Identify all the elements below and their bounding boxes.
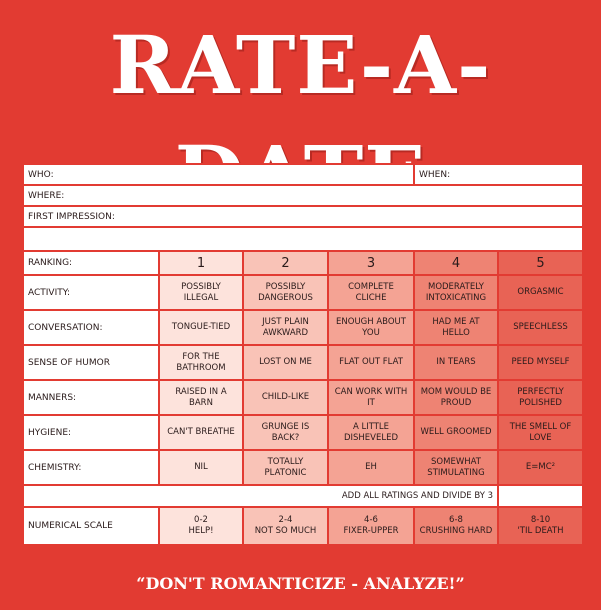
rating-option[interactable]: MOM WOULD BE PROUD [413, 379, 499, 416]
category-row-chemistry: CHEMISTRY: NIL TOTALLY PLATONIC EH SOMEW… [22, 449, 584, 486]
first-impression-notes[interactable] [22, 226, 584, 252]
rating-option[interactable]: JUST PLAIN AWKWARD [242, 309, 329, 346]
category-label: HYGIENE: [22, 414, 160, 451]
rating-option[interactable]: TOTALLY PLATONIC [242, 449, 329, 486]
rating-option[interactable]: SOMEWHAT STIMULATING [413, 449, 499, 486]
rating-option[interactable]: ENOUGH ABOUT YOU [327, 309, 415, 346]
rating-option[interactable]: COMPLETE CLICHE [327, 274, 415, 311]
ranking-header-row: RANKING: 1 2 3 4 5 [22, 250, 584, 276]
rating-option[interactable]: THE SMELL OF LOVE [497, 414, 584, 451]
scale-desc: NOT SO MUCH [254, 526, 317, 536]
rating-option[interactable]: WELL GROOMED [413, 414, 499, 451]
who-row: WHO: WHEN: [22, 163, 584, 186]
category-label: ACTIVITY: [22, 274, 160, 311]
rating-option[interactable]: GRUNGE IS BACK? [242, 414, 329, 451]
where-label: WHERE: [28, 190, 65, 201]
category-row-activity: ACTIVITY: POSSIBLY ILLEGAL POSSIBLY DANG… [22, 274, 584, 311]
scale-range: 8-10 [530, 515, 551, 525]
add-instructions: ADD ALL RATINGS AND DIVIDE BY 3 [22, 484, 499, 508]
category-row-hygiene: HYGIENE: CAN'T BREATHE GRUNGE IS BACK? A… [22, 414, 584, 451]
who-field[interactable]: WHO: [22, 163, 415, 186]
rank-2: 2 [242, 250, 329, 276]
blank-row [22, 226, 584, 252]
scale-desc: 'TIL DEATH [517, 526, 564, 536]
first-impression-field[interactable]: FIRST IMPRESSION: [22, 205, 584, 228]
rating-card: WHO: WHEN: WHERE: FIRST IMPRESSION: RANK… [22, 163, 584, 546]
where-row: WHERE: [22, 184, 584, 207]
rating-option[interactable]: E=MC² [497, 449, 584, 486]
scale-item: 4-6 FIXER-UPPER [327, 506, 415, 546]
category-label: CHEMISTRY: [22, 449, 160, 486]
category-row-manners: MANNERS: RAISED IN A BARN CHILD-LIKE CAN… [22, 379, 584, 416]
rating-option[interactable]: ORGASMIC [497, 274, 584, 311]
scale-range: 6-8 [449, 515, 463, 525]
rating-option[interactable]: A LITTLE DISHEVELED [327, 414, 415, 451]
rating-option[interactable]: MODERATELY INTOXICATING [413, 274, 499, 311]
rating-option[interactable]: PERFECTLY POLISHED [497, 379, 584, 416]
rating-option[interactable]: CHILD-LIKE [242, 379, 329, 416]
who-label: WHO: [28, 169, 54, 180]
when-label: WHEN: [419, 169, 451, 180]
rating-option[interactable]: EH [327, 449, 415, 486]
category-row-conversation: CONVERSATION: TONGUE-TIED JUST PLAIN AWK… [22, 309, 584, 346]
rating-option[interactable]: PEED MYSELF [497, 344, 584, 381]
rating-option[interactable]: POSSIBLY ILLEGAL [158, 274, 244, 311]
scale-item: 8-10 'TIL DEATH [497, 506, 584, 546]
rating-option[interactable]: SPEECHLESS [497, 309, 584, 346]
rank-4: 4 [413, 250, 499, 276]
category-label: SENSE OF HUMOR [22, 344, 160, 381]
scale-desc: CRUSHING HARD [419, 526, 493, 536]
total-row: ADD ALL RATINGS AND DIVIDE BY 3 [22, 484, 584, 508]
scale-desc: FIXER-UPPER [343, 526, 399, 536]
rating-option[interactable]: FOR THE BATHROOM [158, 344, 244, 381]
scale-item: 2-4 NOT SO MUCH [242, 506, 329, 546]
scale-item: 0-2 HELP! [158, 506, 244, 546]
first-impression-label: FIRST IMPRESSION: [28, 211, 115, 222]
rating-option[interactable]: POSSIBLY DANGEROUS [242, 274, 329, 311]
rating-option[interactable]: HAD ME AT HELLO [413, 309, 499, 346]
footer-slogan: “DON'T ROMANTICIZE - ANALYZE!” [136, 574, 465, 593]
scale-desc: HELP! [188, 526, 214, 536]
numerical-scale-row: NUMERICAL SCALE 0-2 HELP! 2-4 NOT SO MUCH … [22, 506, 584, 546]
rank-3: 3 [327, 250, 415, 276]
category-row-humor: SENSE OF HUMOR FOR THE BATHROOM LOST ON … [22, 344, 584, 381]
rating-option[interactable]: LOST ON ME [242, 344, 329, 381]
total-score-field[interactable] [497, 484, 584, 508]
rank-1: 1 [158, 250, 244, 276]
category-label: MANNERS: [22, 379, 160, 416]
rating-option[interactable]: CAN WORK WITH IT [327, 379, 415, 416]
rating-option[interactable]: FLAT OUT FLAT [327, 344, 415, 381]
scale-range: 4-6 [364, 515, 378, 525]
scale-range: 0-2 [194, 515, 208, 525]
rating-option[interactable]: TONGUE-TIED [158, 309, 244, 346]
first-impression-row: FIRST IMPRESSION: [22, 205, 584, 228]
category-label: CONVERSATION: [22, 309, 160, 346]
scale-label: NUMERICAL SCALE [22, 506, 160, 546]
rating-option[interactable]: IN TEARS [413, 344, 499, 381]
where-field[interactable]: WHERE: [22, 184, 584, 207]
scale-range: 2-4 [278, 515, 293, 525]
rating-option[interactable]: CAN'T BREATHE [158, 414, 244, 451]
ranking-label: RANKING: [22, 250, 160, 276]
scale-item: 6-8 CRUSHING HARD [413, 506, 499, 546]
rating-option[interactable]: NIL [158, 449, 244, 486]
rating-option[interactable]: RAISED IN A BARN [158, 379, 244, 416]
when-field[interactable]: WHEN: [413, 163, 584, 186]
rank-5: 5 [497, 250, 584, 276]
